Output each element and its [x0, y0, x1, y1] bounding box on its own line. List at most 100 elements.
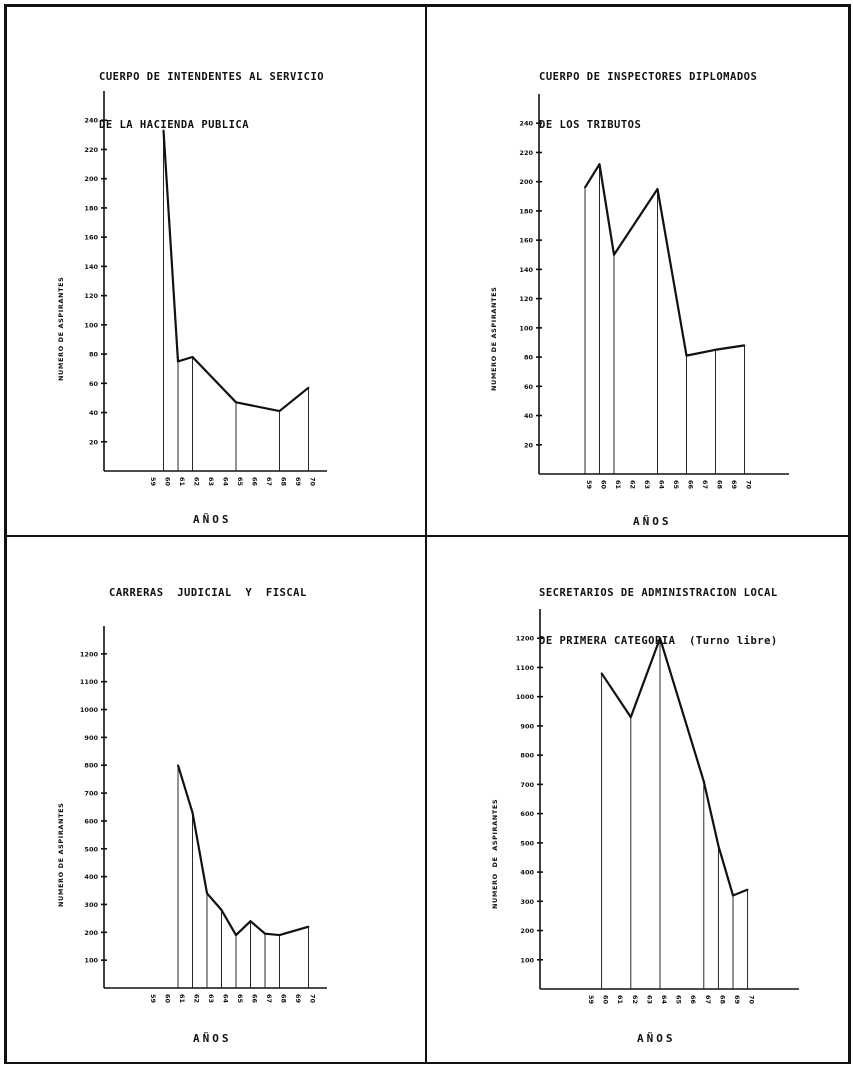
y-tick-label: 160 — [519, 237, 533, 245]
x-tick-label: 64 — [660, 995, 668, 1005]
chart-title-line-2: DE LA HACIENDA PUBLICA — [99, 119, 250, 131]
x-tick-label: 66 — [251, 994, 259, 1004]
data-point — [717, 844, 720, 847]
data-point — [206, 892, 208, 895]
y-tick-label: 100 — [520, 956, 534, 964]
y-tick-label: 80 — [89, 351, 99, 359]
chart-title-line-1: CUERPO DE INTENDENTES AL SERVICIO — [99, 71, 325, 83]
x-axis-label: AÑOS — [193, 513, 232, 526]
y-tick-label: 700 — [84, 790, 98, 798]
y-tick-label: 500 — [84, 845, 98, 853]
y-tick-label: 240 — [84, 117, 98, 125]
chart-title: CUERPO DE INSPECTORES DIPLOMADOS DE LOS … — [539, 37, 757, 165]
data-point — [191, 811, 194, 814]
chart-title-line-1: CARRERAS JUDICIAL Y FISCAL — [109, 587, 307, 599]
y-tick-label: 60 — [89, 380, 99, 388]
data-point — [220, 909, 223, 911]
x-tick-label: 65 — [672, 480, 680, 490]
y-tick-label: 140 — [84, 263, 98, 271]
data-point — [278, 934, 281, 936]
x-tick-label: 66 — [689, 995, 697, 1005]
y-tick-label: 400 — [84, 873, 98, 881]
y-tick-label: 400 — [520, 869, 534, 877]
chart-panel-carreras: CARRERAS JUDICIAL Y FISCAL NUMERO DE ASP… — [4, 537, 427, 1064]
x-tick-label: 60 — [602, 995, 610, 1005]
data-point — [235, 401, 237, 404]
data-point — [702, 780, 705, 783]
y-tick-label: 180 — [519, 207, 533, 215]
x-tick-label: 59 — [587, 995, 595, 1005]
x-tick-label: 65 — [236, 477, 244, 487]
chart-panel-secretarios: SECRETARIOS DE ADMINISTRACION LOCAL DE P… — [427, 537, 851, 1064]
x-tick-label: 70 — [309, 477, 317, 487]
y-tick-label: 200 — [84, 175, 98, 183]
x-tick-label: 69 — [294, 994, 302, 1004]
y-tick-label: 100 — [84, 321, 98, 329]
x-tick-label: 70 — [745, 480, 753, 490]
x-tick-label: 67 — [265, 994, 273, 1003]
x-tick-label: 68 — [716, 480, 724, 490]
y-tick-label: 1000 — [516, 693, 535, 701]
y-tick-label: 1000 — [80, 706, 99, 714]
y-tick-label: 180 — [84, 204, 98, 212]
y-tick-label: 1100 — [516, 664, 535, 672]
y-tick-label: 40 — [89, 409, 99, 417]
x-tick-label: 65 — [675, 995, 683, 1005]
y-tick-label: 120 — [519, 295, 533, 303]
chart-plot-area: 100 200 300 400 500 600 700 800 900 1000 1100 1200 5… — [516, 609, 799, 1005]
data-point — [613, 253, 615, 256]
chart-plot-area: 20 40 60 80 100 120 140 160 180 200 220 240 59 60 61 62… — [84, 91, 327, 487]
y-tick-label: 300 — [84, 901, 98, 909]
x-tick-label: 64 — [222, 994, 230, 1004]
y-tick-label: 600 — [520, 810, 534, 818]
y-tick-label: 220 — [519, 149, 533, 157]
x-tick-label: 68 — [280, 994, 288, 1004]
data-point — [598, 163, 601, 166]
data-point — [685, 354, 688, 357]
y-tick-label: 120 — [84, 292, 98, 300]
chart-title-line-2: DE LOS TRIBUTOS — [539, 119, 642, 131]
x-tick-label: 70 — [309, 994, 317, 1004]
x-tick-label: 62 — [193, 994, 201, 1003]
x-tick-label: 59 — [149, 994, 157, 1004]
chart-title: CUERPO DE INTENDENTES AL SERVICIO DE LA … — [99, 37, 324, 165]
y-tick-label: 200 — [520, 927, 534, 935]
x-tick-label: 62 — [193, 477, 201, 486]
chart-panel-inspectores: CUERPO DE INSPECTORES DIPLOMADOS DE LOS … — [427, 4, 851, 537]
data-point — [249, 920, 252, 923]
x-tick-label: 66 — [251, 477, 259, 487]
y-tick-label: 80 — [524, 354, 534, 362]
data-point — [307, 386, 310, 389]
x-tick-label: 67 — [265, 477, 273, 486]
chart-plot-area: 20 40 60 80 100 120 140 160 180 200 220 240 59 60 61 62… — [519, 94, 789, 490]
x-tick-label: 63 — [207, 994, 215, 1003]
data-series-line — [600, 637, 749, 897]
y-tick-label: 300 — [520, 898, 534, 906]
y-tick-label: 900 — [84, 734, 98, 742]
data-point — [584, 186, 586, 189]
chart-title: CARRERAS JUDICIAL Y FISCAL — [109, 553, 307, 633]
x-tick-label: 61 — [616, 995, 624, 1005]
data-series-line — [162, 130, 310, 413]
y-tick-label: 1200 — [516, 635, 535, 643]
y-tick-label: 220 — [84, 146, 98, 154]
data-point — [307, 925, 310, 928]
data-point — [746, 888, 749, 891]
data-point — [656, 188, 659, 190]
x-tick-label: 70 — [748, 995, 756, 1005]
x-tick-label: 61 — [178, 994, 186, 1004]
data-point — [278, 410, 281, 412]
chart-title-line-1: SECRETARIOS DE ADMINISTRACION LOCAL — [539, 587, 778, 599]
x-tick-label: 69 — [733, 995, 741, 1005]
data-point — [732, 894, 734, 897]
data-point — [191, 356, 194, 358]
data-point — [177, 764, 179, 767]
x-tick-label: 61 — [178, 477, 186, 487]
y-tick-label: 100 — [519, 324, 533, 332]
x-tick-label: 69 — [730, 480, 738, 490]
y-tick-label: 140 — [519, 266, 533, 274]
y-tick-label: 1100 — [80, 678, 99, 686]
data-point — [600, 672, 603, 675]
y-tick-label: 40 — [524, 412, 534, 420]
